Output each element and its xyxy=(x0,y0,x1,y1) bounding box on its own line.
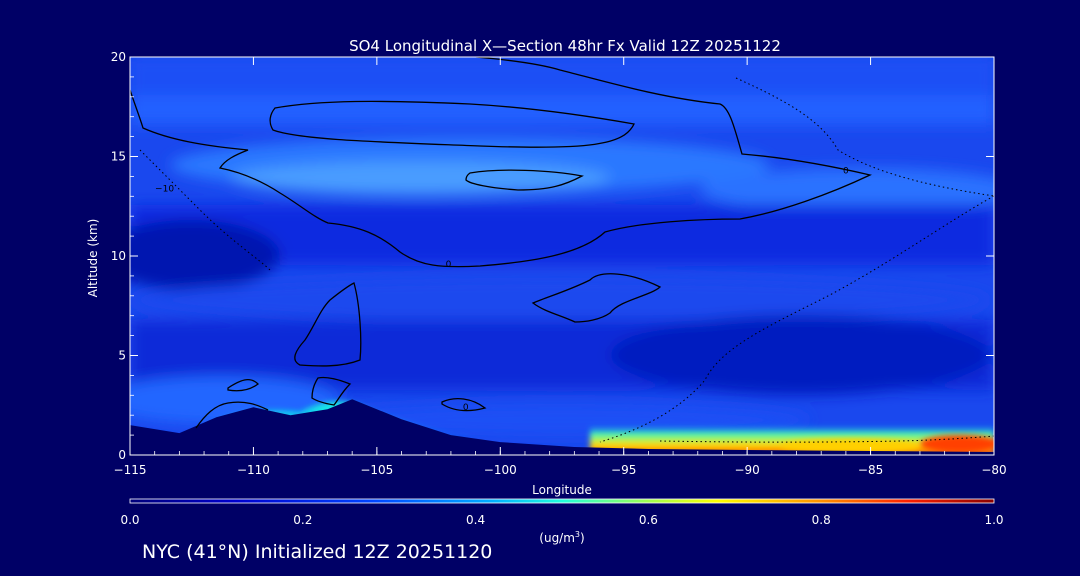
colorbar-tick-label: 0.8 xyxy=(812,513,831,527)
x-axis: −115 −110 −105 −100 −95 −90 −85 −80 xyxy=(114,57,1007,477)
x-tick-label: −110 xyxy=(237,463,270,477)
contour-label: 0 xyxy=(446,260,452,270)
x-tick-label: −85 xyxy=(858,463,883,477)
x-tick-label: −115 xyxy=(114,463,147,477)
x-tick-label: −95 xyxy=(611,463,636,477)
concentration-field xyxy=(130,57,994,436)
colorbar-tick-label: 1.0 xyxy=(984,513,1003,527)
x-tick-label: −105 xyxy=(360,463,393,477)
contour-label: 0 xyxy=(843,166,849,176)
x-tick-label: −100 xyxy=(484,463,517,477)
y-tick-label: 15 xyxy=(111,150,126,164)
initialization-caption: NYC (41°N) Initialized 12Z 20251120 xyxy=(142,541,493,563)
contour-label-layer: −10 0 0 0 xyxy=(155,166,849,413)
x-tick-label: −90 xyxy=(734,463,759,477)
x-axis-label: Longitude xyxy=(532,483,592,497)
x-tick-label: −80 xyxy=(981,463,1006,477)
colorbar-tick-label: 0.4 xyxy=(466,513,485,527)
chart-title: SO4 Longitudinal X—Section 48hr Fx Valid… xyxy=(349,37,781,55)
colorbar-tick-label: 0.2 xyxy=(293,513,312,527)
colorbar-tick-label: 0.6 xyxy=(639,513,658,527)
y-tick-label: 20 xyxy=(111,50,126,64)
plot-area xyxy=(130,57,994,455)
colorbar-ticks: 0.0 0.2 0.4 0.6 0.8 1.0 xyxy=(120,513,1003,527)
contour-label: 0 xyxy=(463,403,469,413)
colorbar xyxy=(129,498,995,504)
y-axis: 0 5 10 15 20 xyxy=(111,50,994,462)
contour-label: −10 xyxy=(155,184,174,194)
y-axis-label: Altitude (km) xyxy=(86,219,100,298)
colorbar-units: (ug/m3) xyxy=(539,530,584,545)
terrain xyxy=(130,399,994,455)
dotted-contours xyxy=(139,77,994,443)
colorbar-tick-label: 0.0 xyxy=(120,513,139,527)
y-tick-label: 5 xyxy=(118,349,126,363)
y-tick-label: 0 xyxy=(118,448,126,462)
contour-lines xyxy=(130,57,872,429)
y-tick-label: 10 xyxy=(111,249,126,263)
